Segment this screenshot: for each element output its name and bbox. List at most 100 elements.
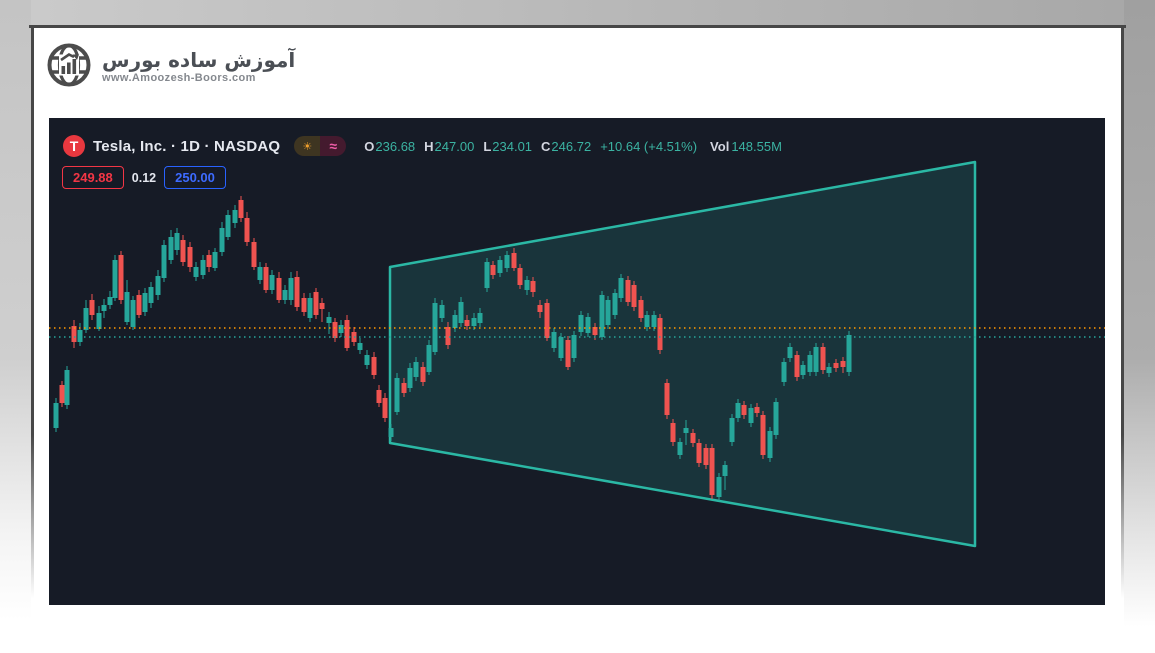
candle-body [332, 322, 338, 338]
candle-body [458, 302, 464, 323]
candlestick-canvas[interactable] [49, 118, 1105, 605]
candle-body [445, 327, 451, 345]
candle-body [107, 297, 113, 305]
candle-body [142, 293, 148, 312]
candle-body [155, 276, 161, 295]
site-url: www.Amoozesh-Boors.com [102, 72, 256, 85]
candle-body [833, 363, 839, 368]
candle-body [787, 347, 793, 358]
candle-body [388, 428, 394, 437]
candle-body [326, 317, 332, 323]
candle-body [394, 378, 400, 412]
candle-body [413, 362, 419, 377]
ask-price-box[interactable]: 250.00 [164, 166, 226, 189]
candle-body [344, 320, 350, 348]
tesla-logo-icon: T [63, 135, 85, 157]
candle-body [497, 260, 503, 273]
candle-body [288, 278, 294, 300]
candle-body [605, 300, 611, 325]
candle-body [800, 365, 806, 375]
candle-body [807, 355, 813, 372]
candle-body [407, 368, 413, 388]
candle-body [511, 253, 517, 268]
pattern-broadening-formation[interactable] [388, 160, 977, 548]
candle-body [71, 326, 77, 342]
frame-top [0, 0, 1155, 25]
candle-body [382, 398, 388, 418]
candle-body [307, 298, 313, 318]
candle-body [232, 210, 238, 223]
candle-body [257, 267, 263, 280]
candle-body [517, 268, 523, 285]
ohlc-close: C 246.72 [541, 138, 592, 154]
postmarket-approx-icon[interactable]: ≈ [320, 136, 347, 156]
candle-body [773, 402, 779, 435]
candle-body [464, 320, 470, 326]
change-value: +10.64 (+4.51%) [600, 138, 698, 154]
ohlc-low: L 234.01 [483, 138, 533, 154]
candle-body [683, 428, 689, 433]
candle-body [136, 295, 142, 315]
candle-body [376, 390, 382, 403]
candle-body [282, 290, 288, 300]
candle-body [225, 215, 231, 237]
candle-body [294, 277, 300, 307]
candle-body [101, 305, 107, 311]
candle-body [219, 228, 225, 252]
candle-body [813, 347, 819, 372]
candle-body [64, 370, 70, 405]
premarket-sun-icon[interactable]: ☀ [294, 136, 321, 156]
candle-body [657, 318, 663, 350]
candle-body [760, 415, 766, 455]
site-logo[interactable]: آموزش ساده بورس www.Amoozesh-Boors.com [46, 42, 295, 93]
candle-body [558, 337, 564, 358]
symbol-title[interactable]: Tesla, Inc. · 1D · NASDAQ [93, 137, 281, 155]
candle-body [794, 355, 800, 377]
candle-body [364, 355, 370, 365]
candle-body [709, 448, 715, 495]
candle-body [618, 278, 624, 298]
frame-border-right [1121, 25, 1124, 610]
candle-body [754, 407, 760, 413]
candle-body [89, 300, 95, 315]
candle-body [664, 383, 670, 415]
candle-body [96, 313, 102, 329]
candle-body [338, 325, 344, 333]
frame-right [1124, 0, 1155, 653]
candle-body [537, 305, 543, 312]
candle-body [77, 330, 83, 342]
candle-body [251, 242, 257, 267]
candle-body [625, 280, 631, 302]
candle-body [401, 383, 407, 393]
volume: Vol 148.55M [710, 138, 782, 154]
candle-body [180, 240, 186, 262]
candle-body [735, 403, 741, 418]
market-status-pill[interactable]: ☀ ≈ [294, 136, 347, 156]
candle-body [551, 332, 557, 348]
candle-body [124, 292, 130, 322]
candle-body [651, 315, 657, 327]
candle-body [371, 357, 377, 375]
candle-body [471, 318, 477, 326]
candle-body [276, 278, 282, 300]
candle-body [263, 267, 269, 290]
candle-body [530, 281, 536, 292]
candle-body [269, 275, 275, 290]
candle-body [767, 431, 773, 458]
candle-body [741, 405, 747, 415]
candle-body [83, 308, 89, 330]
bid-price-box[interactable]: 249.88 [62, 166, 124, 189]
candle-body [484, 262, 490, 288]
candle-body [161, 245, 167, 278]
ohlc-row: O 236.68 H 247.00 L 234.01 C 246.72 +10.64 (… [364, 139, 782, 154]
candle-body [638, 300, 644, 318]
site-title: آموزش ساده بورس [102, 48, 296, 73]
candle-body [840, 361, 846, 367]
candle-body [846, 335, 852, 372]
candle-body [677, 442, 683, 455]
candle-body [565, 340, 571, 367]
candle-body [571, 335, 577, 358]
candle-body [426, 345, 432, 372]
candle-body [148, 287, 154, 303]
candle-body [748, 408, 754, 423]
